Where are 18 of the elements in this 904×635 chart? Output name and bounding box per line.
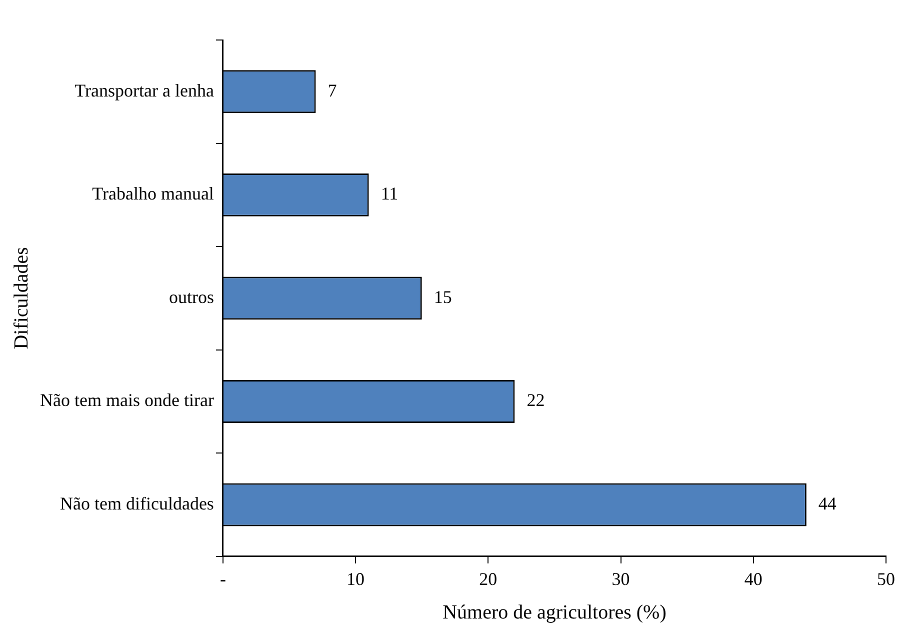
y-tick-label: Não tem dificuldades bbox=[60, 493, 214, 514]
data-label: 11 bbox=[380, 184, 398, 204]
data-label: 15 bbox=[434, 286, 452, 307]
data-label: 44 bbox=[818, 493, 836, 514]
y-tick-label: Não tem mais onde tirar bbox=[40, 390, 214, 410]
x-tick-label: 20 bbox=[479, 568, 498, 589]
x-tick-label: - bbox=[220, 568, 226, 589]
data-label: 22 bbox=[526, 390, 545, 410]
x-tick-label: 40 bbox=[744, 568, 762, 589]
y-tick-label: Trabalho manual bbox=[92, 184, 214, 204]
x-tick-label: 10 bbox=[346, 568, 365, 589]
x-tick-label: 30 bbox=[612, 568, 630, 589]
x-axis-title: Número de agricultores (%) bbox=[442, 601, 666, 624]
x-tick-label: 50 bbox=[877, 568, 895, 589]
y-axis-title: Dificuldades bbox=[10, 246, 32, 350]
data-label: 7 bbox=[328, 80, 337, 100]
y-tick-label: Transportar a lenha bbox=[74, 80, 214, 100]
y-tick-label: outros bbox=[168, 286, 214, 307]
